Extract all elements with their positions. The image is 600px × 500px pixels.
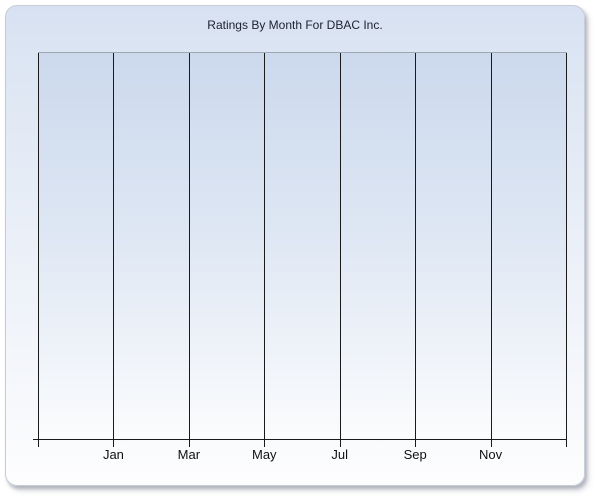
x-gridline	[113, 53, 115, 447]
x-axis-tick-label: Mar	[177, 447, 201, 462]
x-gridline	[566, 53, 567, 447]
x-gridline	[264, 53, 266, 447]
x-gridline	[490, 53, 492, 447]
x-axis-tick-label: Sep	[403, 447, 427, 462]
x-axis-tick-label: Nov	[479, 447, 503, 462]
plot-area: Jan Mar May Jul Sep Nov	[33, 52, 567, 461]
x-gridline	[38, 53, 39, 447]
x-axis-tick-label: May	[252, 447, 277, 462]
x-axis-tick-label: Jan	[102, 447, 124, 462]
chart-title: Ratings By Month For DBAC Inc.	[207, 18, 383, 32]
chart-panel: Ratings By Month For DBAC Inc. Jan Mar May…	[5, 5, 585, 486]
x-axis-line-overhang	[33, 439, 38, 440]
x-gridline	[339, 53, 341, 447]
x-gridline	[415, 53, 417, 447]
x-gridline	[188, 53, 190, 447]
x-axis-tick-label: Jul	[331, 447, 349, 462]
